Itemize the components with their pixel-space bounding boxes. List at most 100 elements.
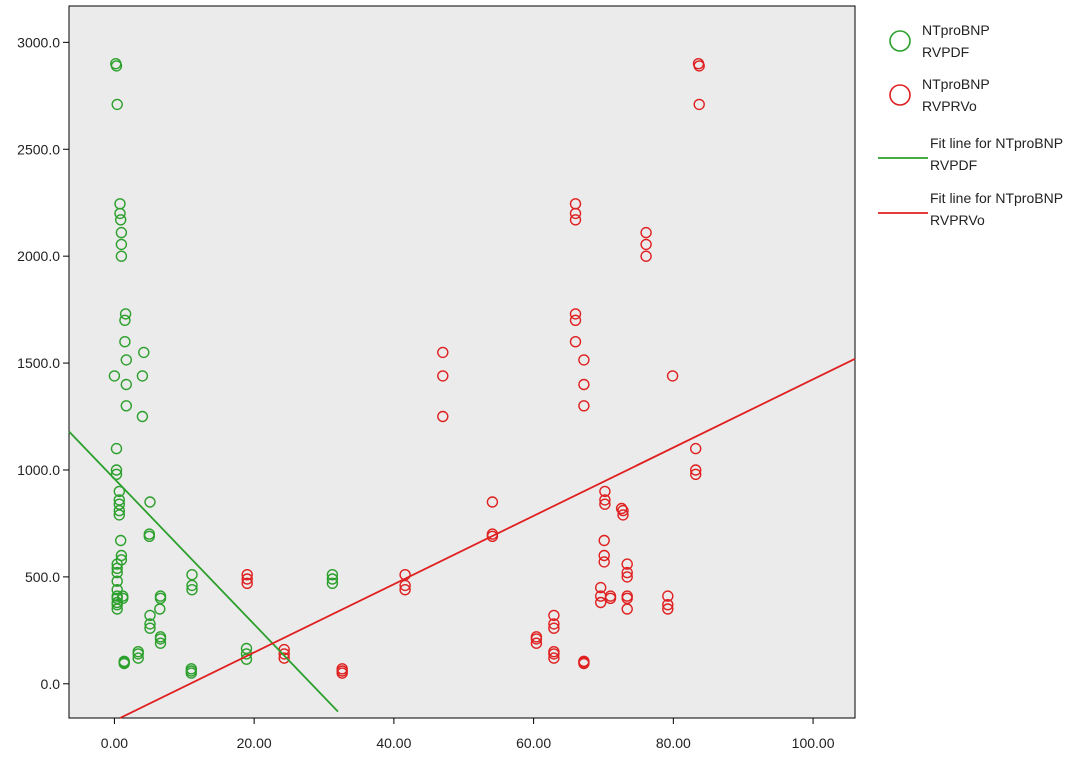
data-point <box>693 98 705 111</box>
legend-marker <box>889 84 911 106</box>
data-point <box>111 558 123 570</box>
data-point <box>578 378 590 391</box>
y-tick-label: 3000.0 <box>17 34 60 50</box>
data-point <box>548 609 560 622</box>
data-point <box>120 354 133 366</box>
data-point <box>548 622 560 634</box>
data-point <box>548 648 560 660</box>
data-marks <box>68 58 856 719</box>
data-point <box>119 308 132 320</box>
data-point <box>640 250 652 262</box>
data-point <box>113 498 126 510</box>
data-point <box>690 464 702 476</box>
data-point <box>662 599 674 611</box>
data-point <box>578 400 590 412</box>
data-point <box>114 534 127 547</box>
data-point <box>599 485 611 498</box>
data-point <box>621 558 633 570</box>
data-point <box>548 652 560 664</box>
data-point <box>144 496 156 508</box>
series-0 <box>108 58 339 679</box>
x-tick-label: 20.00 <box>237 735 272 751</box>
data-point <box>621 603 633 615</box>
plot-area <box>68 5 856 719</box>
data-point <box>111 566 123 579</box>
data-point <box>621 571 633 583</box>
data-point <box>399 579 411 592</box>
y-tick-label: 1000.0 <box>17 462 60 478</box>
data-point <box>111 592 123 604</box>
data-point <box>604 592 617 604</box>
data-point <box>186 584 198 596</box>
data-point <box>621 592 633 604</box>
data-point <box>111 584 123 596</box>
data-point <box>617 504 629 517</box>
data-point <box>115 226 128 239</box>
x-tick-label: 0.00 <box>101 735 128 751</box>
data-point <box>143 530 156 542</box>
data-point <box>336 667 348 679</box>
data-point <box>144 618 156 630</box>
data-point <box>278 652 290 664</box>
data-point <box>530 637 543 649</box>
data-point <box>615 502 628 515</box>
x-tick-label: 100.00 <box>792 735 835 751</box>
data-point <box>598 556 610 568</box>
data-point <box>599 498 611 510</box>
data-point <box>110 60 123 72</box>
legend-entry-label: NTproBNP <box>922 22 990 38</box>
legend-fit-label: Fit line for NTproBNP <box>930 135 1063 151</box>
data-point <box>693 60 705 72</box>
data-point <box>120 378 133 391</box>
data-point <box>278 648 290 660</box>
data-point <box>138 346 150 359</box>
data-point <box>640 226 652 239</box>
data-point <box>110 464 123 476</box>
data-point <box>662 603 674 615</box>
data-point <box>241 569 253 581</box>
data-point <box>111 562 123 574</box>
data-point <box>113 485 126 498</box>
legend-entry-label: RVPDF <box>922 44 969 60</box>
data-point <box>486 496 499 508</box>
data-point <box>326 577 339 589</box>
data-point <box>666 370 679 382</box>
data-point <box>326 573 339 585</box>
data-point <box>578 657 590 670</box>
data-point <box>144 609 156 622</box>
data-point <box>399 584 411 596</box>
data-point <box>114 207 126 220</box>
data-point <box>114 214 127 226</box>
data-point <box>598 534 610 547</box>
fit-line-1 <box>119 357 856 719</box>
fit-line-0 <box>68 430 339 713</box>
data-point <box>240 642 253 655</box>
y-tick-label: 0.0 <box>41 676 61 692</box>
legend-fit-label: RVPRVo <box>930 212 985 228</box>
data-point <box>621 566 633 579</box>
series-1 <box>241 58 705 679</box>
data-point <box>595 596 607 609</box>
data-point <box>154 603 166 615</box>
data-point <box>132 648 144 660</box>
data-point <box>548 618 560 630</box>
data-point <box>486 530 499 542</box>
data-point <box>241 573 253 585</box>
data-point <box>569 336 582 348</box>
x-tick-label: 80.00 <box>656 735 691 751</box>
data-point <box>578 354 590 366</box>
y-tick-label: 2000.0 <box>17 248 60 264</box>
y-tick-label: 1500.0 <box>17 355 60 371</box>
data-point <box>690 468 702 480</box>
data-point <box>118 657 130 670</box>
data-point <box>144 622 156 634</box>
data-point <box>569 214 582 226</box>
data-point <box>120 400 133 412</box>
legend-fit-label: Fit line for NTproBNP <box>930 190 1063 206</box>
data-point <box>186 569 198 581</box>
data-point <box>185 667 198 679</box>
data-point <box>595 581 607 594</box>
data-point <box>132 652 144 664</box>
data-point <box>437 346 449 359</box>
